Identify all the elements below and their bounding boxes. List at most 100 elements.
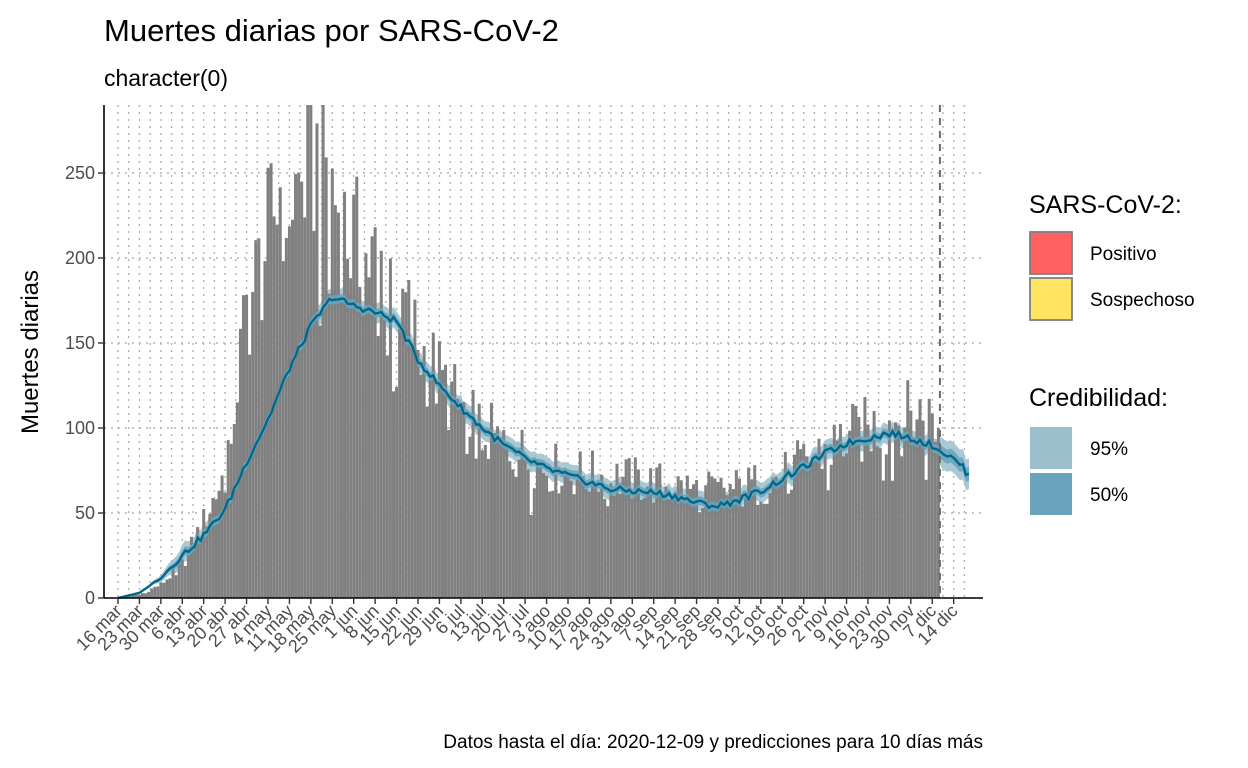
death-bar — [670, 496, 674, 598]
death-bar — [783, 451, 787, 598]
death-bar — [615, 463, 619, 598]
death-bar — [811, 457, 815, 598]
death-bar — [131, 595, 135, 598]
death-bar — [594, 484, 598, 598]
death-bar — [774, 476, 778, 598]
death-bar — [361, 315, 365, 598]
death-bar — [731, 489, 735, 598]
death-bar — [688, 488, 692, 598]
death-bar — [217, 490, 221, 598]
y-tick-label: 50 — [75, 503, 95, 523]
death-bar — [768, 492, 772, 598]
death-bar — [603, 498, 607, 598]
death-bar — [572, 494, 576, 598]
trend-line — [117, 297, 970, 600]
death-bar — [312, 230, 316, 598]
death-bar — [829, 464, 833, 598]
death-bar — [630, 498, 634, 598]
death-bar — [719, 477, 723, 598]
death-bar — [303, 217, 307, 598]
death-bar — [535, 458, 539, 598]
grid-lines — [104, 105, 983, 599]
death-bar — [747, 467, 751, 598]
death-bar — [673, 498, 677, 598]
death-bar — [174, 575, 178, 598]
death-bar — [248, 354, 252, 598]
death-bar — [664, 486, 668, 598]
death-bar — [459, 406, 463, 598]
death-bar — [866, 424, 870, 598]
death-bar — [857, 416, 861, 598]
death-bar — [477, 403, 481, 598]
death-bar — [835, 440, 839, 598]
death-bar — [765, 503, 769, 598]
death-bar — [633, 457, 637, 598]
death-bar — [808, 466, 812, 598]
death-bar — [318, 325, 322, 598]
bars-layer — [119, 105, 940, 599]
death-bar — [560, 485, 564, 598]
legend-sars-title: SARS-CoV-2: — [1029, 191, 1182, 219]
death-bar — [924, 479, 928, 598]
death-bar — [511, 469, 515, 598]
death-bar — [805, 456, 809, 598]
death-bar — [214, 499, 218, 598]
death-bar — [434, 403, 438, 598]
death-bar — [508, 461, 512, 598]
death-bar — [679, 480, 683, 598]
death-bar — [171, 567, 175, 598]
death-bar — [153, 586, 157, 598]
death-bar — [358, 286, 362, 598]
death-bar — [364, 253, 368, 598]
death-bar — [428, 379, 432, 598]
death-bar — [385, 355, 389, 598]
death-bar — [878, 448, 882, 598]
death-bar — [388, 258, 392, 598]
death-bar — [339, 297, 343, 598]
y-tick-labels: 0 50 100 150 200 250 — [65, 163, 104, 608]
death-bar — [581, 476, 585, 598]
y-tick-label: 150 — [65, 333, 95, 353]
y-tick-label: 0 — [85, 588, 95, 608]
death-bar — [238, 328, 242, 598]
death-bar — [921, 420, 925, 598]
death-bar — [287, 226, 291, 598]
legend-credibility-title: Credibilidad: — [1029, 384, 1168, 412]
death-bar — [202, 509, 206, 598]
death-bar — [860, 461, 864, 598]
death-bar — [802, 443, 806, 598]
death-bar — [600, 474, 604, 598]
death-bar — [254, 240, 258, 598]
death-bar — [652, 502, 656, 598]
death-bar — [618, 494, 622, 598]
legend-sospechoso-swatch — [1029, 277, 1073, 321]
death-bar — [150, 588, 154, 598]
death-bar — [330, 168, 334, 598]
death-bar — [193, 546, 197, 598]
legend-95-swatch — [1030, 427, 1072, 469]
death-bar — [137, 594, 141, 598]
death-bar — [655, 467, 659, 598]
death-bar — [242, 295, 246, 598]
death-bar — [493, 433, 497, 598]
death-bar — [306, 105, 310, 598]
death-bar — [569, 480, 573, 598]
death-bar — [140, 593, 144, 598]
death-bar — [290, 219, 294, 599]
death-bar — [817, 438, 821, 598]
death-bar — [483, 444, 487, 598]
death-bar — [183, 566, 187, 598]
death-bar — [903, 427, 907, 598]
death-bar — [499, 437, 503, 598]
death-bar — [532, 488, 536, 598]
death-bar — [419, 374, 423, 598]
death-bar — [933, 441, 937, 598]
death-bar — [269, 163, 273, 598]
death-bar — [186, 549, 190, 598]
death-bar — [930, 413, 934, 598]
death-bar — [698, 512, 702, 598]
death-bar — [762, 503, 766, 598]
death-bar — [692, 484, 695, 598]
death-bar — [465, 453, 469, 598]
death-bar — [854, 406, 858, 598]
